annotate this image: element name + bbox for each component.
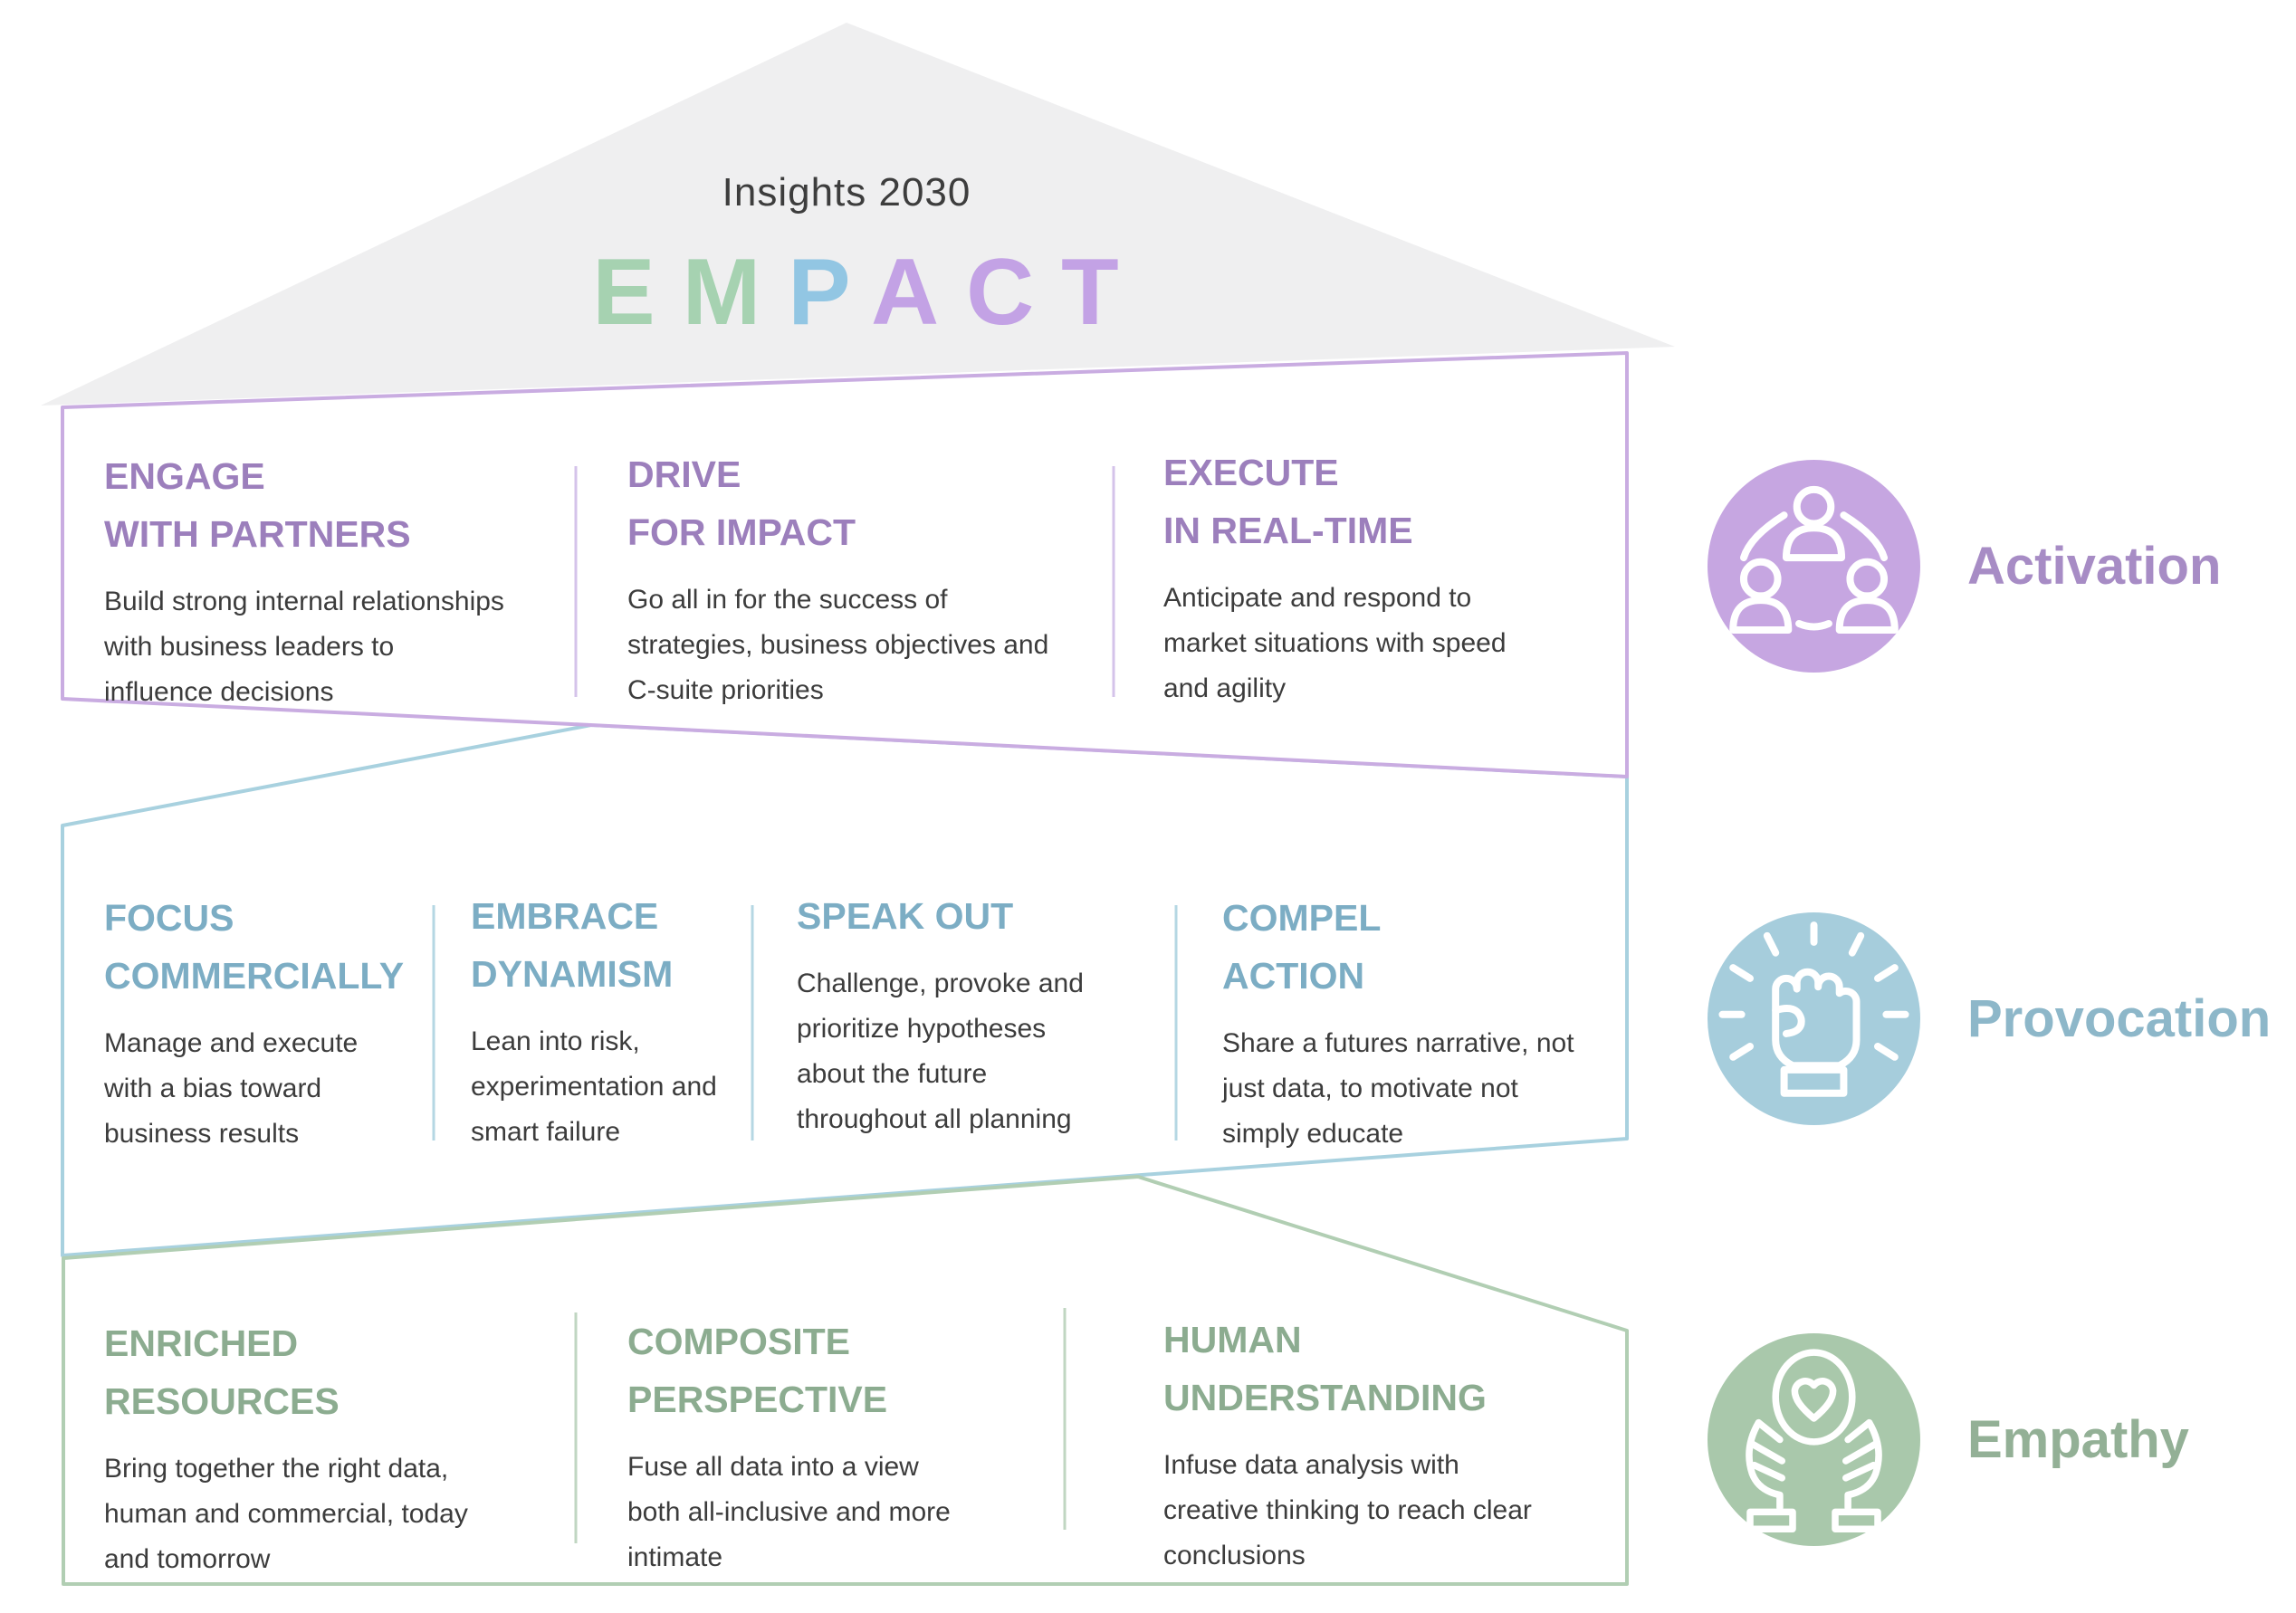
empathy-item-enriched-resources: ENRICHED RESOURCES Bring together the ri… — [104, 1314, 584, 1582]
empathy-label: Empathy — [1967, 1410, 2189, 1469]
empathy-legend: Empathy — [1708, 1333, 2189, 1546]
item-body: Manage and execute with a bias toward bu… — [104, 1028, 359, 1149]
empathy-icon-circle — [1708, 1333, 1920, 1546]
item-body: Lean into risk, experimentation and smar… — [471, 1026, 717, 1147]
provocation-band-shape — [61, 723, 1629, 1257]
item-heading: EXECUTE IN REAL-TIME — [1163, 452, 1413, 551]
item-heading: FOCUS COMMERCIALLY — [104, 897, 405, 997]
item-body: Share a futures narrative, not just data… — [1222, 1028, 1574, 1149]
item-body: Anticipate and respond to market situati… — [1163, 583, 1507, 703]
provocation-item-compel-action: COMPEL ACTION Share a futures narrative,… — [1222, 889, 1621, 1157]
item-heading: SPEAK OUT — [797, 895, 1014, 937]
activation-item-engage-with-partners: ENGAGE WITH PARTNERS Build strong intern… — [104, 447, 593, 715]
empact-letter: A — [870, 240, 967, 345]
provocation-legend: Provocation — [1708, 912, 2271, 1125]
empact-letter: T — [1061, 240, 1146, 345]
item-heading: COMPEL ACTION — [1222, 897, 1382, 997]
item-body: Bring together the right data, human and… — [104, 1454, 468, 1574]
empact-letter: C — [966, 240, 1062, 345]
item-body: Infuse data analysis with creative think… — [1163, 1450, 1532, 1570]
item-body: Fuse all data into a view both all-inclu… — [627, 1452, 951, 1572]
empathy-item-composite-perspective: COMPOSITE PERSPECTIVE Fuse all data into… — [627, 1312, 1089, 1580]
item-heading: COMPOSITE PERSPECTIVE — [627, 1321, 888, 1420]
activation-item-drive-for-impact: DRIVE FOR IMPACT Go all in for the succe… — [627, 445, 1098, 713]
item-body: Build strong internal relationships with… — [104, 587, 504, 707]
provocation-icon-circle — [1708, 912, 1920, 1125]
item-body: Challenge, provoke and prioritize hypoth… — [797, 969, 1084, 1134]
activation-band-shape — [61, 351, 1629, 778]
hands-heart-icon — [1746, 1349, 1882, 1532]
activation-item-execute-in-real-time: EXECUTE IN REAL-TIME Anticipate and resp… — [1163, 444, 1598, 711]
empact-letter: P — [788, 240, 871, 345]
empathy-item-human-understanding: HUMAN UNDERSTANDING Infuse data analysis… — [1163, 1311, 1616, 1579]
activation-icon-circle — [1708, 460, 1920, 673]
people-network-icon — [1729, 485, 1899, 634]
item-heading: EMBRACE DYNAMISM — [471, 895, 674, 995]
empact-letter: M — [682, 240, 789, 345]
provocation-item-speak-out: SPEAK OUT Challenge, provoke and priorit… — [797, 887, 1168, 1142]
provocation-item-focus-commercially: FOCUS COMMERCIALLY Manage and execute wi… — [104, 889, 421, 1157]
item-heading: HUMAN UNDERSTANDING — [1163, 1319, 1487, 1418]
item-heading: ENRICHED RESOURCES — [104, 1322, 340, 1422]
item-body: Go all in for the success of strategies,… — [627, 585, 1049, 705]
empact-title: EMPACT — [552, 243, 1186, 342]
roof-triangle — [41, 23, 1675, 406]
empact-letter: E — [592, 240, 683, 345]
provocation-item-embrace-dynamism: EMBRACE DYNAMISM Lean into risk, experim… — [471, 887, 770, 1155]
provocation-label: Provocation — [1967, 989, 2272, 1048]
empathy-band-shape — [62, 1175, 1629, 1586]
activation-label: Activation — [1967, 537, 2222, 596]
raised-fist-icon — [1718, 921, 1909, 1097]
kicker-title: Insights 2030 — [722, 170, 971, 215]
activation-legend: Activation — [1708, 460, 2221, 673]
item-heading: ENGAGE WITH PARTNERS — [104, 455, 411, 555]
item-heading: DRIVE FOR IMPACT — [627, 453, 856, 553]
